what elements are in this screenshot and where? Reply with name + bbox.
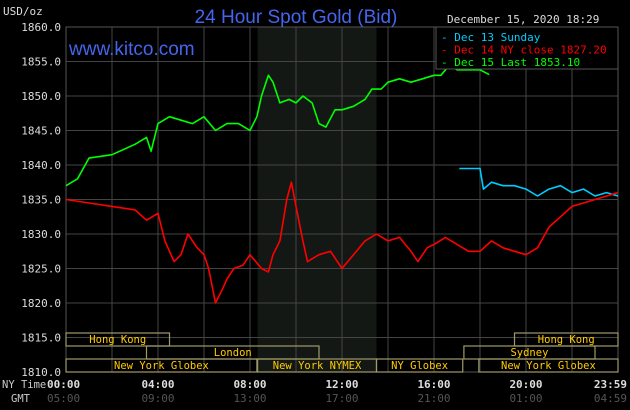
x-tick-ny: 16:00 bbox=[417, 378, 450, 391]
y-axis-label: USD/oz bbox=[3, 5, 43, 18]
x-tick-gmt: 04:59 bbox=[594, 392, 627, 405]
legend-entry: - Dec 13 Sunday bbox=[441, 31, 541, 44]
x-tick-ny: 12:00 bbox=[325, 378, 358, 391]
session-bar bbox=[65, 332, 171, 347]
series-line bbox=[459, 167, 619, 197]
x-tick-ny: 00:00 bbox=[47, 378, 80, 391]
y-tick-label: 1845.0 bbox=[21, 125, 61, 138]
y-tick-label: 1830.0 bbox=[21, 228, 61, 241]
x-tick-ny: 08:00 bbox=[233, 378, 266, 391]
gmt-label: GMT bbox=[11, 393, 31, 405]
session-bar bbox=[478, 358, 619, 373]
x-tick-gmt: 21:00 bbox=[417, 392, 450, 405]
legend-box bbox=[435, 26, 619, 70]
y-tick-label: 1815.0 bbox=[21, 332, 61, 345]
y-tick-label: 1840.0 bbox=[21, 159, 61, 172]
timestamp: December 15, 2020 18:29 bbox=[447, 13, 599, 26]
ny-time-label: NY Time bbox=[2, 379, 46, 391]
series-line bbox=[65, 181, 619, 304]
x-tick-ny: 04:00 bbox=[141, 378, 174, 391]
series-line bbox=[65, 64, 490, 187]
x-tick-gmt: 05:00 bbox=[47, 392, 80, 405]
session-label: New York NYMEX bbox=[273, 360, 362, 372]
session-bar bbox=[375, 358, 464, 373]
y-tick-label: 1855.0 bbox=[21, 56, 61, 69]
x-tick-ny: 23:59 bbox=[594, 378, 627, 391]
x-tick-gmt: 01:00 bbox=[509, 392, 542, 405]
session-label: Hong Kong bbox=[538, 334, 595, 346]
website-watermark: www.kitco.com bbox=[68, 39, 195, 60]
y-tick-label: 1860.0 bbox=[21, 21, 61, 34]
x-tick-ny: 20:00 bbox=[509, 378, 542, 391]
x-tick-gmt: 09:00 bbox=[141, 392, 174, 405]
legend-entry: - Dec 14 NY close 1827.20 bbox=[441, 44, 607, 57]
y-tick-label: 1810.0 bbox=[21, 366, 61, 379]
chart-title: 24 Hour Spot Gold (Bid) bbox=[195, 7, 398, 28]
y-tick-label: 1835.0 bbox=[21, 194, 61, 207]
y-tick-label: 1825.0 bbox=[21, 263, 61, 276]
y-tick-label: 1820.0 bbox=[21, 297, 61, 310]
session-label: New York Globex bbox=[114, 360, 209, 372]
y-tick-label: 1850.0 bbox=[21, 90, 61, 103]
x-tick-gmt: 17:00 bbox=[325, 392, 358, 405]
session-label: London bbox=[214, 347, 252, 359]
x-tick-gmt: 13:00 bbox=[233, 392, 266, 405]
session-bar bbox=[65, 358, 258, 373]
session-label: Hong Kong bbox=[89, 334, 146, 346]
session-label: NY Globex bbox=[391, 360, 448, 372]
legend: - Dec 13 Sunday- Dec 14 NY close 1827.20… bbox=[435, 26, 619, 70]
legend-entry: - Dec 15 Last 1853.10 bbox=[441, 56, 580, 69]
session-label: Sydney bbox=[510, 347, 548, 359]
session-label: New York Globex bbox=[501, 360, 596, 372]
